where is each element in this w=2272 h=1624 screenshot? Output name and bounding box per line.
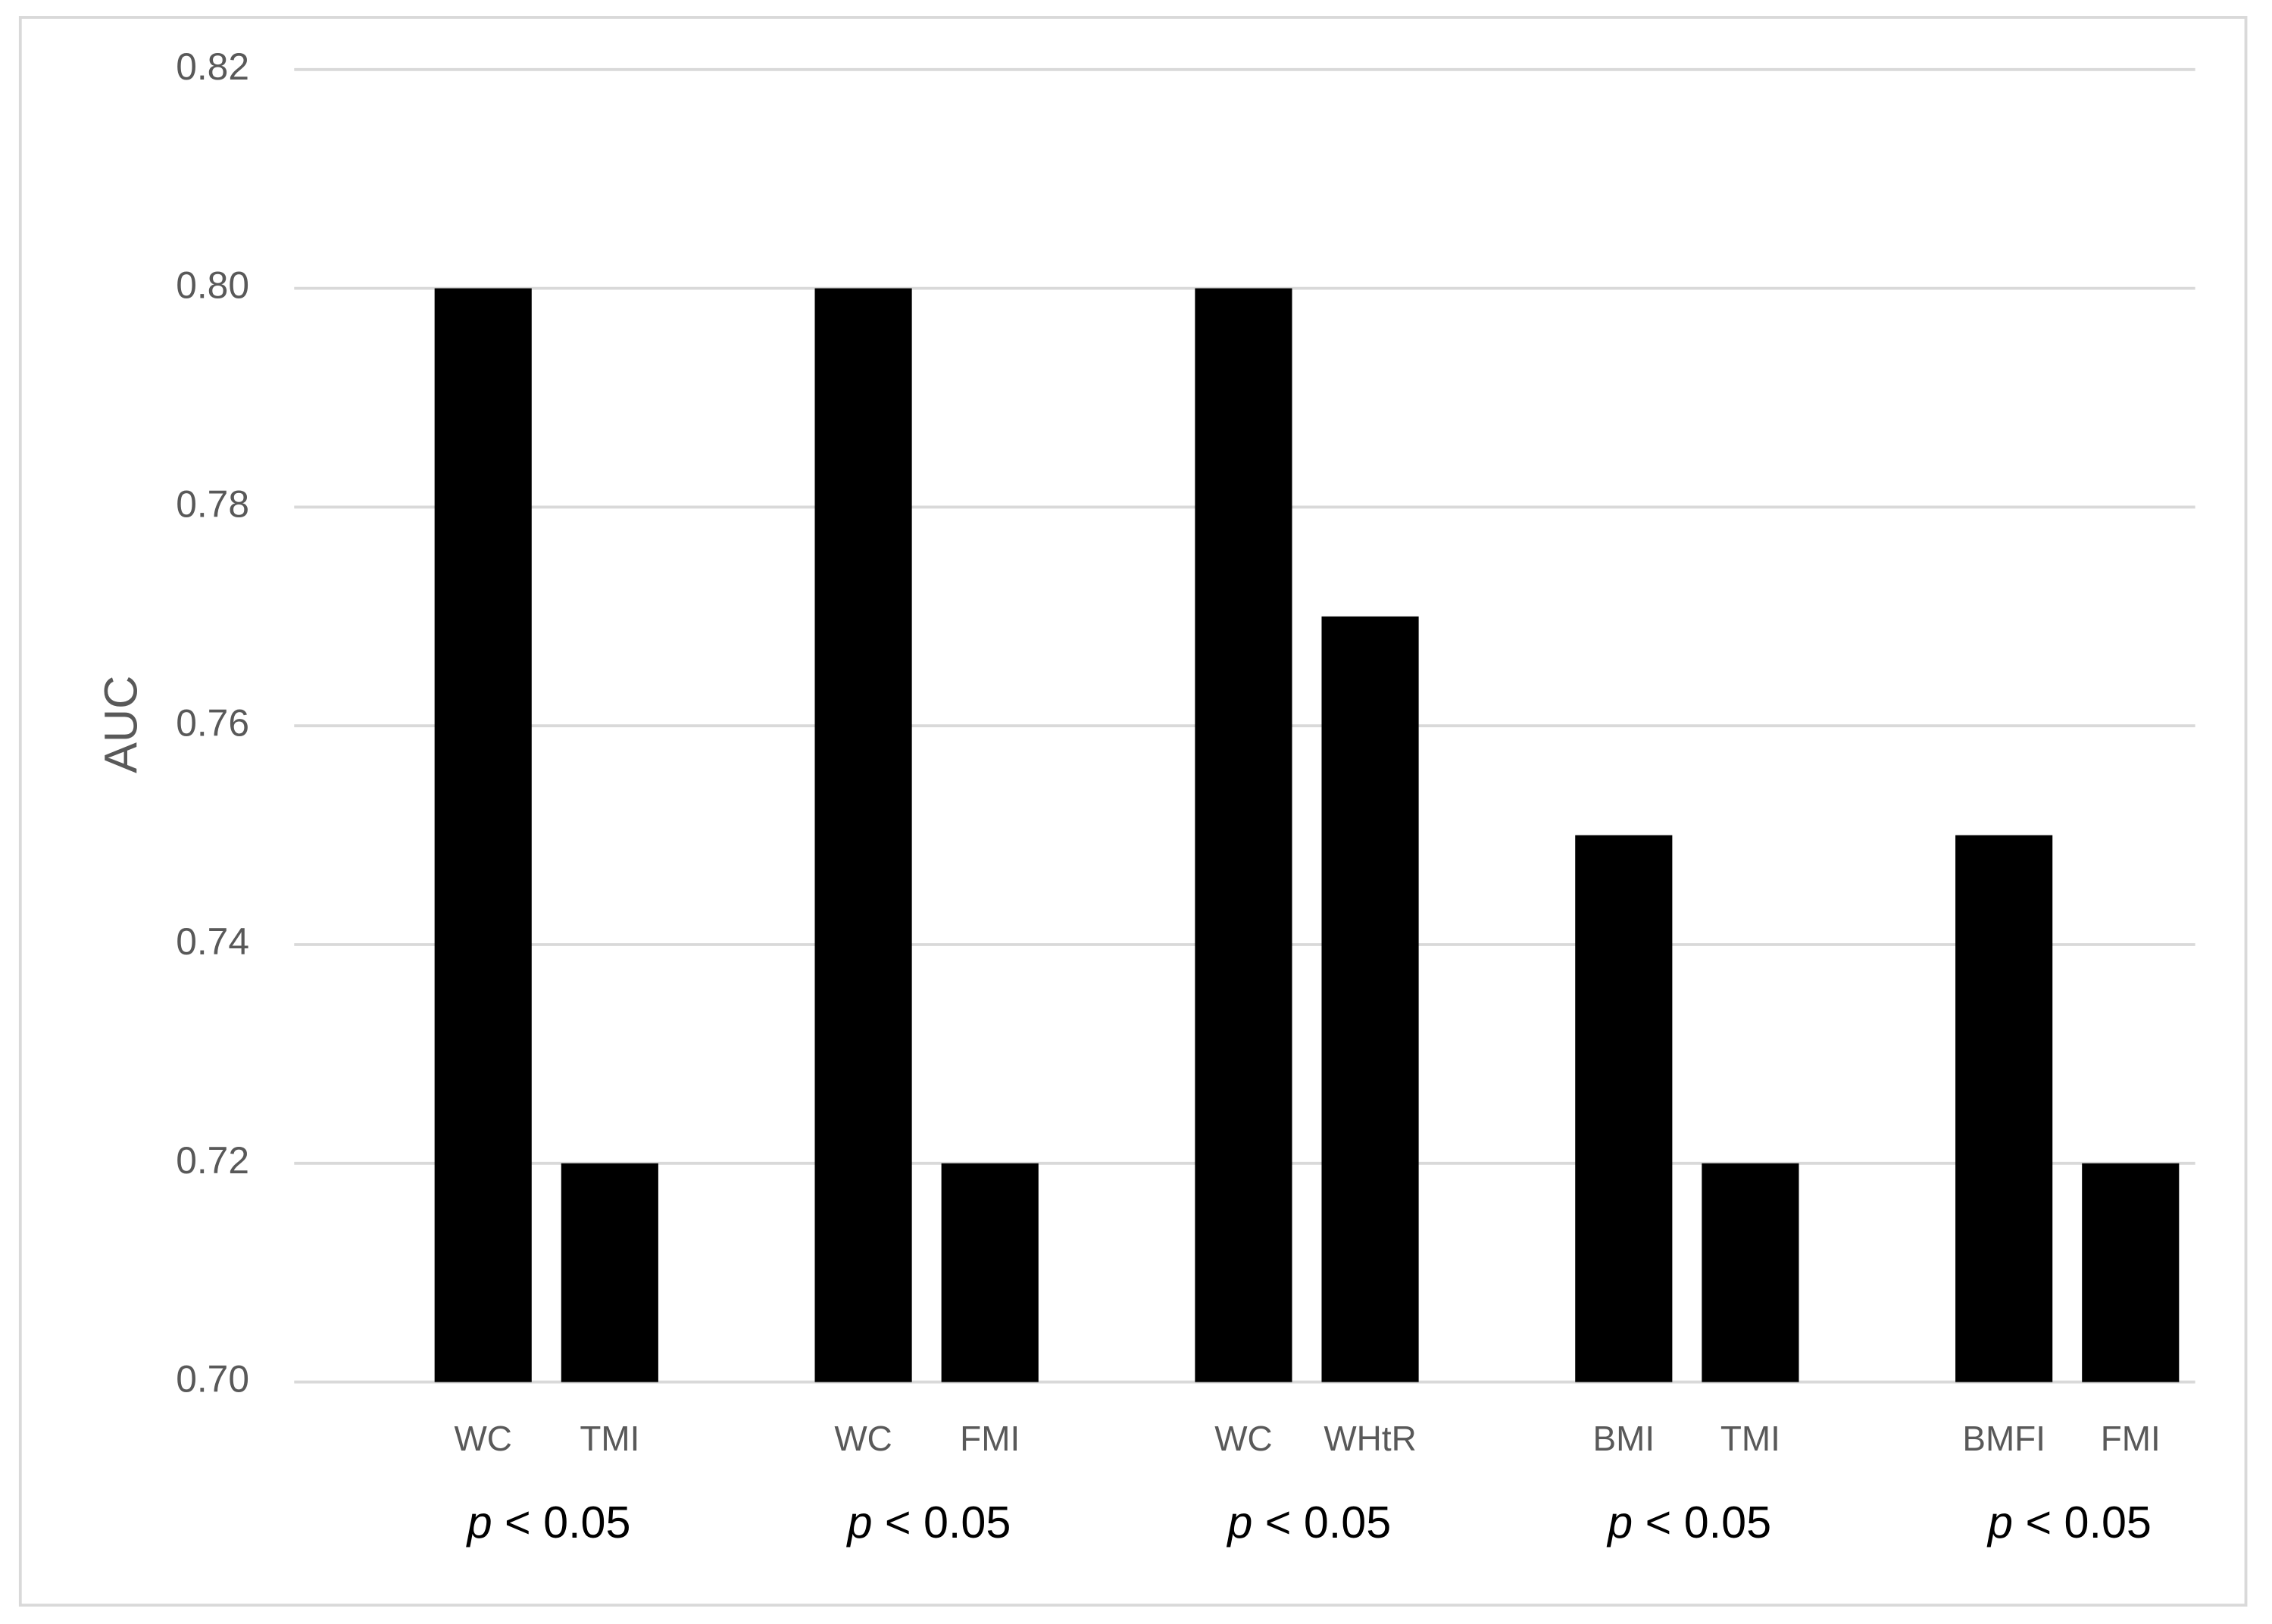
group-annotation: p < 0.05 <box>1986 1497 2152 1547</box>
x-tick-label: FMI <box>2101 1419 2161 1458</box>
y-tick-label: 0.70 <box>176 1358 249 1401</box>
chart-frame <box>18 16 2248 1607</box>
bar <box>1321 616 1419 1382</box>
y-tick-label: 0.82 <box>176 45 249 88</box>
bar <box>1575 835 1673 1382</box>
x-tick-label: BMFI <box>1962 1419 2045 1458</box>
bar <box>1195 288 1292 1382</box>
x-tick-label: FMI <box>960 1419 1020 1458</box>
bar <box>2082 1163 2180 1382</box>
bar <box>941 1163 1039 1382</box>
y-tick-label: 0.74 <box>176 920 249 963</box>
y-tick-label: 0.76 <box>176 701 249 744</box>
x-tick-label: TMI <box>1720 1419 1780 1458</box>
bar <box>434 288 532 1382</box>
group-annotation: p < 0.05 <box>1226 1497 1391 1547</box>
bar <box>1955 835 2053 1382</box>
x-tick-label: WC <box>454 1419 511 1458</box>
bar <box>561 1163 658 1382</box>
y-tick-label: 0.72 <box>176 1139 249 1182</box>
y-tick-label: 0.80 <box>176 264 249 307</box>
group-annotation: p < 0.05 <box>845 1497 1011 1547</box>
x-tick-label: WC <box>1214 1419 1272 1458</box>
y-axis-title: AUC <box>95 676 147 773</box>
bar <box>814 288 912 1382</box>
x-tick-label: BMI <box>1593 1419 1655 1458</box>
x-tick-label: WC <box>834 1419 892 1458</box>
x-tick-label: WHtR <box>1324 1419 1416 1458</box>
y-tick-label: 0.78 <box>176 483 249 526</box>
group-annotation: p < 0.05 <box>1606 1497 1771 1547</box>
bar <box>1702 1163 1799 1382</box>
group-annotation: p < 0.05 <box>466 1497 631 1547</box>
x-tick-label: TMI <box>580 1419 639 1458</box>
